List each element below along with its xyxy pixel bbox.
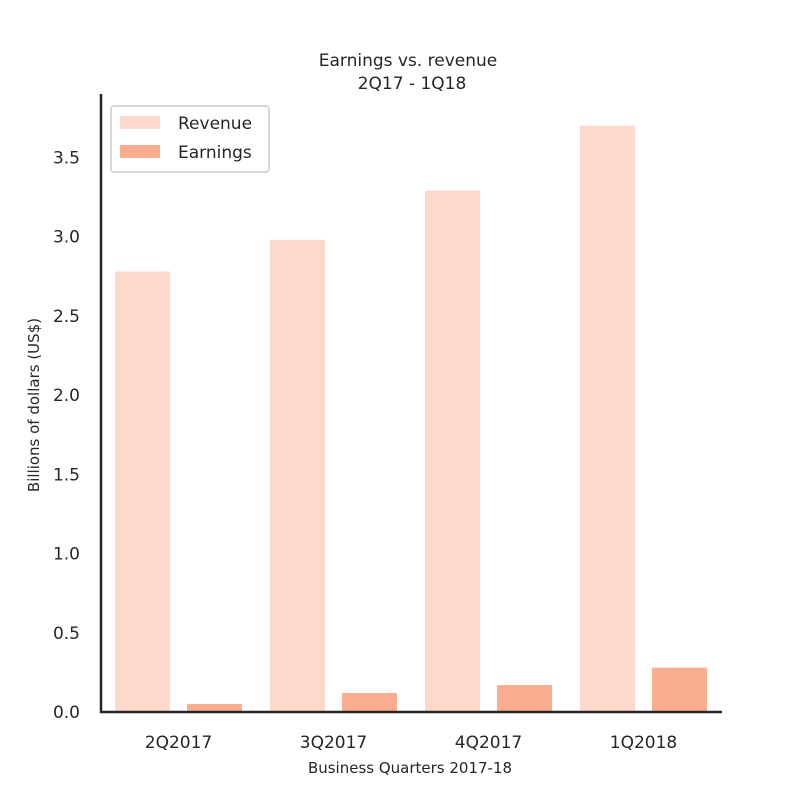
bar-revenue-2q2017 bbox=[115, 271, 170, 712]
y-tick-label: 1.0 bbox=[53, 545, 80, 565]
bars-group bbox=[115, 125, 707, 713]
y-tick-label: 0.0 bbox=[53, 703, 80, 723]
y-tick-labels: 0.0 0.5 1.0 1.5 2.0 2.5 3.0 3.5 bbox=[53, 148, 80, 723]
y-tick-label: 1.5 bbox=[53, 465, 80, 485]
bar-earnings-2q2017 bbox=[187, 704, 242, 712]
bar-revenue-3q2017 bbox=[270, 239, 325, 713]
legend-label-revenue: Revenue bbox=[178, 114, 252, 134]
x-tick-label: 2Q2017 bbox=[145, 733, 212, 753]
legend-swatch-earnings bbox=[120, 145, 160, 158]
bar-earnings-3q2017 bbox=[342, 692, 397, 712]
bar-earnings-4q2017 bbox=[497, 685, 552, 712]
x-axis-label: Business Quarters 2017-18 bbox=[308, 759, 512, 777]
y-tick-label: 3.5 bbox=[53, 148, 80, 168]
bar-earnings-1q2018 bbox=[652, 667, 707, 712]
legend-swatch-revenue bbox=[120, 116, 160, 129]
x-tick-labels: 2Q2017 3Q2017 4Q2017 1Q2018 bbox=[145, 733, 677, 753]
x-tick-label: 3Q2017 bbox=[300, 733, 367, 753]
chart-title-line2: 2Q17 - 1Q18 bbox=[358, 74, 467, 94]
y-tick-label: 2.0 bbox=[53, 386, 80, 406]
legend-label-earnings: Earnings bbox=[178, 143, 252, 163]
y-axis-label: Billions of dollars (US$) bbox=[25, 318, 43, 492]
chart-title-line1: Earnings vs. revenue bbox=[319, 51, 498, 71]
bar-revenue-1q2018 bbox=[580, 125, 635, 712]
bar-revenue-4q2017 bbox=[425, 190, 480, 712]
y-tick-label: 3.0 bbox=[53, 228, 80, 248]
legend: Revenue Earnings bbox=[110, 105, 270, 173]
y-tick-label: 0.5 bbox=[53, 624, 80, 644]
x-tick-label: 1Q2018 bbox=[610, 733, 677, 753]
x-tick-label: 4Q2017 bbox=[455, 733, 522, 753]
y-tick-label: 2.5 bbox=[53, 307, 80, 327]
